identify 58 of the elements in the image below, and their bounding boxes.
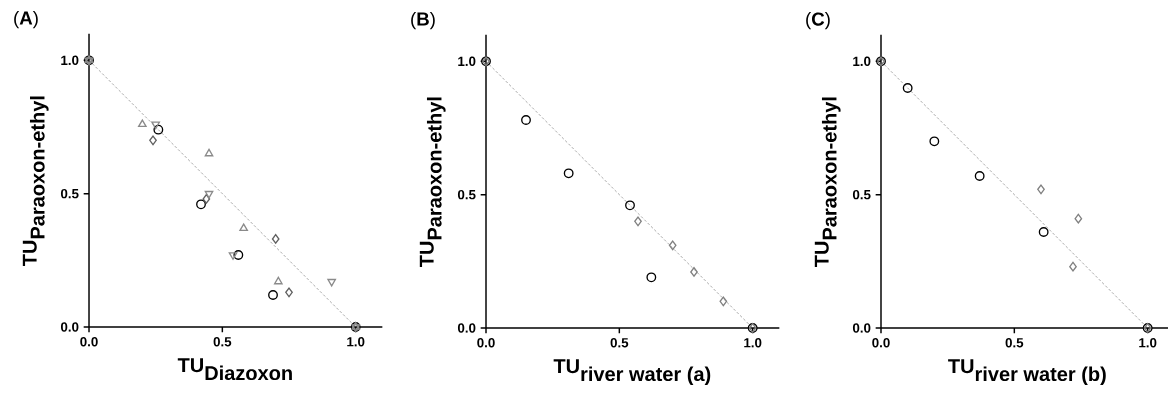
point [521,115,531,125]
point [204,148,214,157]
x-axis-title: $\textbf{TU}_{\textbf{river water (a)}}$ [553,359,711,386]
point [719,296,728,307]
point [625,200,635,211]
x-tick-label: 0.5 [213,337,232,347]
point [151,121,161,130]
point [668,240,677,251]
point [327,278,337,287]
y-tick-label: 0.5 [457,189,476,200]
point [273,276,283,285]
y-tick-label: 1.0 [61,55,79,66]
point [1037,184,1045,195]
x-tick-label: 0.0 [477,338,495,348]
point [285,287,293,298]
point [271,234,280,244]
x-tick-label: 1.0 [1139,338,1157,348]
point [646,272,657,283]
point [153,124,164,135]
point [1074,213,1083,224]
point [1038,227,1049,237]
point [202,194,211,204]
point [690,267,698,277]
point [268,290,278,300]
x-tick-label: 0.5 [1005,338,1024,348]
y-tick-label: 0.5 [60,188,79,199]
point [204,190,214,199]
y-tick-label: 1.0 [458,56,476,67]
point [563,168,574,179]
y-tick-label: 0.0 [457,323,476,333]
x-tick-label: 0.0 [80,337,98,347]
point [149,135,157,146]
chart-title: (A) [14,10,38,29]
y-tick-label: 0.5 [852,189,871,200]
point [974,171,985,181]
chart-title: (B) [411,11,435,30]
y-axis-title: $\textbf{TU}_{\textbf{Paraoxon-ethyl}}$ [22,96,49,266]
x-axis-title: $\textbf{TU}_{\textbf{river water (b)}}$ [948,359,1106,386]
y-tick-label: 0.0 [852,323,871,333]
point [929,136,940,147]
x-tick-label: 1.0 [347,337,365,347]
x-tick-label: 1.0 [744,338,762,348]
x-axis-title: $\textbf{TU}_{\textbf{Diazoxon}}$ [177,358,292,381]
point [1069,261,1077,272]
point [137,119,147,128]
point [233,250,244,260]
x-tick-label: 0.0 [872,338,890,348]
y-tick-label: 0.0 [60,322,79,332]
point [239,223,249,232]
point [634,216,642,227]
y-tick-label: 1.0 [853,56,871,67]
point [902,83,913,93]
y-axis-title: $\textbf{TU}_{\textbf{Paraoxon-ethyl}}$ [419,97,446,267]
y-axis-title: $\textbf{TU}_{\textbf{Paraoxon-ethyl}}$ [814,97,841,267]
point [228,252,238,260]
point [196,199,206,210]
x-tick-label: 0.5 [610,338,629,348]
chart-title: (C) [806,11,830,30]
